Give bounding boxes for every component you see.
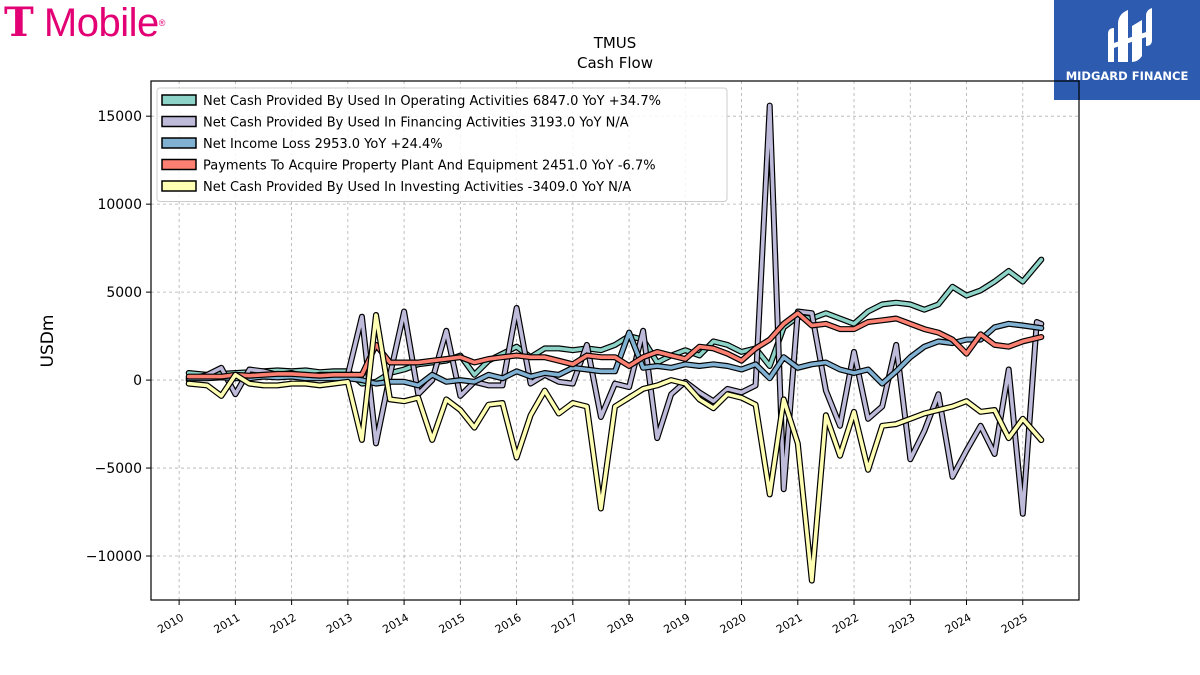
legend-swatch [161,115,197,128]
y-tick-label: −10000 [86,549,142,565]
series-stroke [186,321,1044,388]
legend: Net Cash Provided By Used In Operating A… [156,87,728,202]
chart-subtitle: Cash Flow [577,54,653,72]
legend-entry: Net Cash Provided By Used In Investing A… [161,180,631,195]
x-tick-label: 2025 [999,611,1030,636]
legend-entry: Net Income Loss 2953.0 YoY +24.4% [161,137,443,152]
series-line-5 [185,312,1045,584]
legend-box [156,87,728,202]
series-lines [185,102,1045,584]
series-stroke [186,311,1044,379]
legend-entry: Net Cash Provided By Used In Financing A… [161,115,629,131]
x-tick-label: 2010 [155,611,186,636]
series-line-3 [185,320,1045,389]
legend-entry: Net Cash Provided By Used In Operating A… [161,94,661,109]
series-line-4 [185,310,1045,380]
x-tick-label: 2012 [268,611,299,636]
legend-label: Net Income Loss 2953.0 YoY +24.4% [203,137,443,152]
legend-entry: Payments To Acquire Property Plant And E… [161,158,656,174]
x-axis-ticks: 2010 2011 2012 2013 2014 2015 2016 2017 2018 2019… [155,600,1030,636]
legend-swatch [161,180,197,192]
midgard-logo-icon [1108,8,1152,62]
y-axis-ticks: −10000 −5000 0 5000 10000 15000 [86,109,151,565]
trademark-symbol: ® [158,18,166,28]
x-tick-label: 2022 [830,611,861,636]
series-line-1 [185,256,1045,387]
x-tick-label: 2014 [380,611,411,636]
x-tick-label: 2013 [324,611,355,636]
legend-label: Net Cash Provided By Used In Operating A… [203,94,661,109]
plot-frame [150,80,1080,601]
chart-title: TMUS [593,34,637,52]
legend-label: Net Cash Provided By Used In Investing A… [203,180,631,195]
x-tick-label: 2020 [718,611,749,636]
x-tick-label: 2018 [605,611,636,636]
legend-swatch [161,158,197,171]
x-tick-label: 2011 [212,611,243,636]
t-mobile-logo: T Mobile® [4,0,165,46]
x-tick-label: 2016 [493,611,524,636]
midgard-finance-badge: MIDGARD FINANCE [1054,0,1200,100]
x-tick-label: 2017 [549,611,580,636]
y-tick-label: −5000 [95,461,142,477]
t-mobile-logo-text: Mobile [43,1,159,45]
midgard-finance-text: MIDGARD FINANCE [1065,69,1189,83]
y-tick-label: 5000 [106,285,142,301]
x-tick-label: 2021 [774,611,805,636]
series-stroke [186,313,1044,583]
x-tick-label: 2015 [437,611,468,636]
y-tick-label: 0 [133,373,142,389]
legend-label: Net Cash Provided By Used In Financing A… [203,116,629,131]
y-tick-label: 15000 [97,109,142,125]
y-tick-label: 10000 [97,197,142,213]
legend-label: Payments To Acquire Property Plant And E… [203,159,656,174]
x-tick-label: 2019 [662,611,693,636]
t-mobile-logo-mark: T [4,0,34,46]
y-axis-label: USDm [38,315,58,368]
series-stroke [186,257,1044,386]
legend-swatch [161,137,197,149]
legend-swatch [161,94,197,106]
x-tick-label: 2024 [943,611,974,636]
x-tick-label: 2023 [887,611,918,636]
